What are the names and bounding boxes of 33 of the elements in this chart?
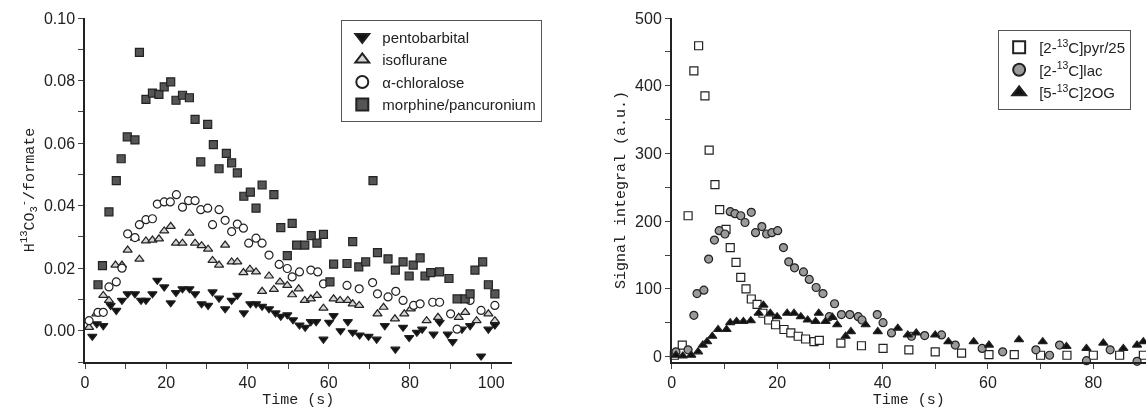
legend-label: isoflurane — [382, 51, 448, 69]
y-tick-label: 300 — [635, 145, 662, 163]
y-tick-label: 0.08 — [43, 72, 76, 90]
legend-label: α-chloralose — [382, 73, 465, 91]
x-axis-title: Time (s) — [262, 392, 335, 410]
y-tick-label: 100 — [635, 280, 662, 298]
x-tick-label: 40 — [238, 373, 257, 391]
y-tick-label: 200 — [635, 212, 662, 230]
x-tick-label: 80 — [401, 373, 419, 391]
x-tick-label: 80 — [1084, 373, 1103, 391]
x-tick-label: 20 — [768, 373, 787, 391]
legend-label: [2-$^{13}$C]pyr/25 — [1039, 36, 1126, 57]
legend-label: [5-$^{13}$C]2OG — [1039, 81, 1116, 102]
x-axis-title: Time (s) — [872, 392, 945, 410]
legend-label: pentobarbital — [382, 28, 470, 46]
x-tick-label: 20 — [157, 373, 176, 391]
legend-label: [2-$^{13}$C]lac — [1039, 59, 1104, 79]
x-tick-label: 60 — [319, 373, 338, 391]
y-tick-label: 0.04 — [43, 197, 76, 215]
y-tick-label: 0.06 — [43, 134, 76, 152]
y-axis-title: Signal integral (a.u.) — [612, 90, 630, 290]
y-tick-label: 500 — [635, 9, 662, 27]
x-tick-label: 100 — [477, 373, 505, 391]
x-tick-label: 40 — [873, 373, 892, 391]
y-tick-label: 400 — [635, 77, 662, 95]
y-tick-label: 0.02 — [43, 259, 76, 277]
x-tick-label: 60 — [979, 373, 997, 391]
y-tick-label: 0.00 — [43, 322, 76, 340]
legend-label: morphine/pancuronium — [382, 96, 536, 114]
x-tick-label: 0 — [667, 373, 677, 391]
y-tick-label: 0 — [652, 348, 662, 366]
y-tick-label: 0.10 — [43, 9, 76, 27]
x-tick-label: 0 — [80, 373, 90, 391]
